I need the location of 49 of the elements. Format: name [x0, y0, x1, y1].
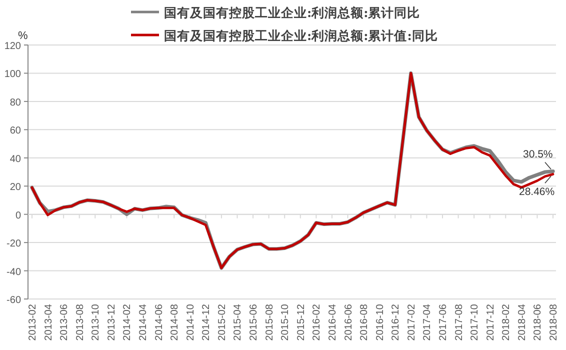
- legend-label: 国有及国有控股工业企业:利润总额:累计值:同比: [164, 28, 438, 43]
- x-tick-label: 2014-04: [138, 304, 150, 341]
- x-tick-label: 2017-10: [470, 304, 481, 341]
- legend-label: 国有及国有控股工业企业:利润总额:累计同比: [164, 5, 420, 20]
- y-tick-label: 100: [4, 69, 22, 80]
- y-tick-label: -60: [6, 295, 22, 306]
- y-tick-label: -20: [6, 238, 22, 250]
- x-tick-label: 2015-10: [280, 304, 292, 341]
- x-tick-label: 2018-08: [548, 304, 560, 341]
- y-axis-title: %: [18, 30, 28, 42]
- x-tick-label: 2014-06: [154, 304, 165, 341]
- x-tick-label: 2015-02: [216, 304, 228, 341]
- x-tick-label: 2018-06: [532, 304, 544, 341]
- x-tick-label: 2015-04: [232, 304, 244, 341]
- y-tick-label: 0: [15, 210, 22, 222]
- y-tick-label: 120: [4, 41, 22, 52]
- y-tick-label: 60: [10, 126, 22, 137]
- x-tick-label: 2014-12: [201, 304, 212, 341]
- x-tick-label: 2018-02: [501, 304, 512, 341]
- x-tick-label: 2013-12: [106, 304, 118, 341]
- x-tick-label: 2013-04: [43, 304, 54, 341]
- x-tick-label: 2014-08: [170, 304, 181, 341]
- x-tick-label: 2016-08: [359, 304, 370, 341]
- x-tick-label: 2017-08: [454, 304, 465, 341]
- x-tick-label: 2015-06: [248, 304, 260, 341]
- y-tick-label: -40: [6, 266, 22, 278]
- x-tick-label: 2013-06: [59, 304, 70, 341]
- x-tick-label: 2013-10: [90, 304, 102, 341]
- y-tick-label: 40: [10, 154, 22, 165]
- x-tick-label: 2015-08: [264, 304, 276, 341]
- x-tick-label: 2014-10: [185, 304, 196, 341]
- x-tick-label: 2017-02: [406, 304, 418, 341]
- x-tick-label: 2016-02: [312, 304, 323, 341]
- x-tick-label: 2016-10: [374, 304, 386, 341]
- x-tick-label: 2018-04: [516, 304, 528, 341]
- x-tick-label: 2017-06: [438, 304, 449, 341]
- x-tick-label: 2013-08: [74, 304, 86, 341]
- x-tick-label: 2016-06: [343, 304, 354, 341]
- y-tick-label: 20: [10, 182, 22, 194]
- x-tick-label: 2014-02: [122, 304, 134, 341]
- annotation: 30.5%: [523, 148, 553, 160]
- x-tick-label: 2017-04: [422, 304, 434, 341]
- y-tick-label: 80: [10, 97, 22, 108]
- x-tick-label: 2013-02: [28, 304, 38, 341]
- x-tick-label: 2017-12: [485, 304, 496, 341]
- x-tick-label: 2016-12: [390, 304, 402, 341]
- x-tick-label: 2016-04: [327, 304, 338, 341]
- x-tick-label: 2015-12: [296, 304, 307, 341]
- annotation: 28.46%: [519, 186, 555, 198]
